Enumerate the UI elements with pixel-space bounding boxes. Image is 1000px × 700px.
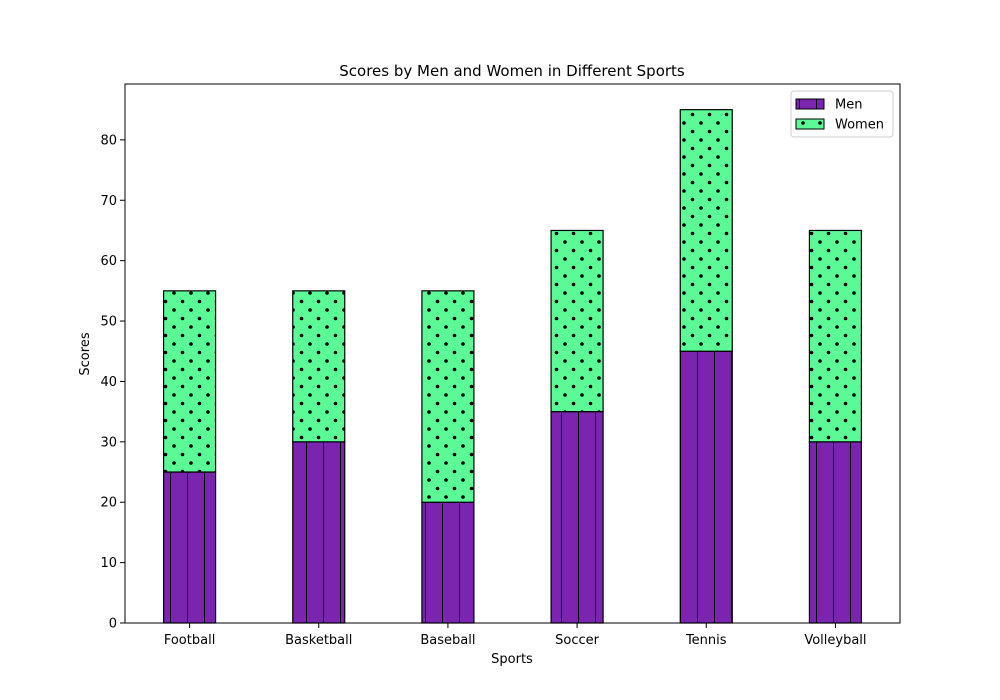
x-tick-label: Tennis (685, 633, 727, 648)
bar-women-volleyball (808, 229, 863, 443)
axes-frame (124, 83, 901, 624)
legend-entry-men: Men (795, 98, 862, 113)
y-tick-label: 10 (100, 556, 117, 571)
x-tick-label: Soccer (555, 633, 599, 648)
y-axis-label: Scores (78, 332, 93, 375)
plot-area: 0 10 20 30 40 50 60 70 80 Football Basketball Baseb… (100, 83, 901, 648)
chart-title: Scores by Men and Women in Different Spo… (339, 62, 685, 80)
y-tick-label: 50 (100, 315, 117, 330)
bar-women-soccer (550, 229, 604, 413)
bar-men-volleyball (808, 441, 863, 624)
y-tick-label: 0 (109, 617, 117, 632)
bar-men-soccer (550, 411, 604, 624)
bar-women-football (162, 290, 217, 473)
y-tick-label: 30 (100, 435, 117, 450)
bar-women-basketball (292, 290, 346, 443)
legend-entry-women: Women (795, 118, 884, 133)
bar-women-baseball (421, 290, 475, 503)
y-tick-label: 60 (100, 254, 117, 269)
y-tick-label: 20 (100, 496, 117, 511)
x-tick-label: Baseball (420, 633, 475, 648)
x-axis-label: Sports (491, 652, 533, 667)
bar-men-basketball (292, 441, 346, 624)
x-tick-label: Basketball (285, 633, 352, 648)
y-tick-label: 70 (100, 194, 117, 209)
bar-men-tennis (679, 350, 733, 624)
x-tick-label: Football (164, 633, 215, 648)
legend: Men Women (790, 90, 894, 138)
bar-women-tennis (679, 109, 733, 352)
y-tick-label: 40 (100, 375, 117, 390)
legend-label: Women (835, 118, 884, 133)
x-tick-label: Volleyball (804, 633, 866, 648)
y-tick-label: 80 (100, 133, 117, 148)
bar-men-football (162, 471, 217, 624)
bar-men-baseball (421, 501, 475, 624)
legend-label: Men (835, 98, 862, 113)
